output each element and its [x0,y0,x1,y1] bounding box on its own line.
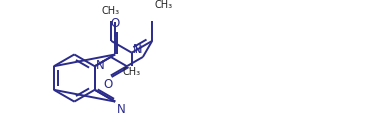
Text: O: O [104,78,113,91]
Text: N: N [96,59,105,72]
Text: N: N [116,103,125,116]
Text: N: N [133,43,142,56]
Text: CH₃: CH₃ [155,0,173,10]
Text: CH₃: CH₃ [101,6,120,16]
Text: CH₃: CH₃ [123,67,141,77]
Text: O: O [111,17,120,30]
Text: H: H [135,45,142,55]
